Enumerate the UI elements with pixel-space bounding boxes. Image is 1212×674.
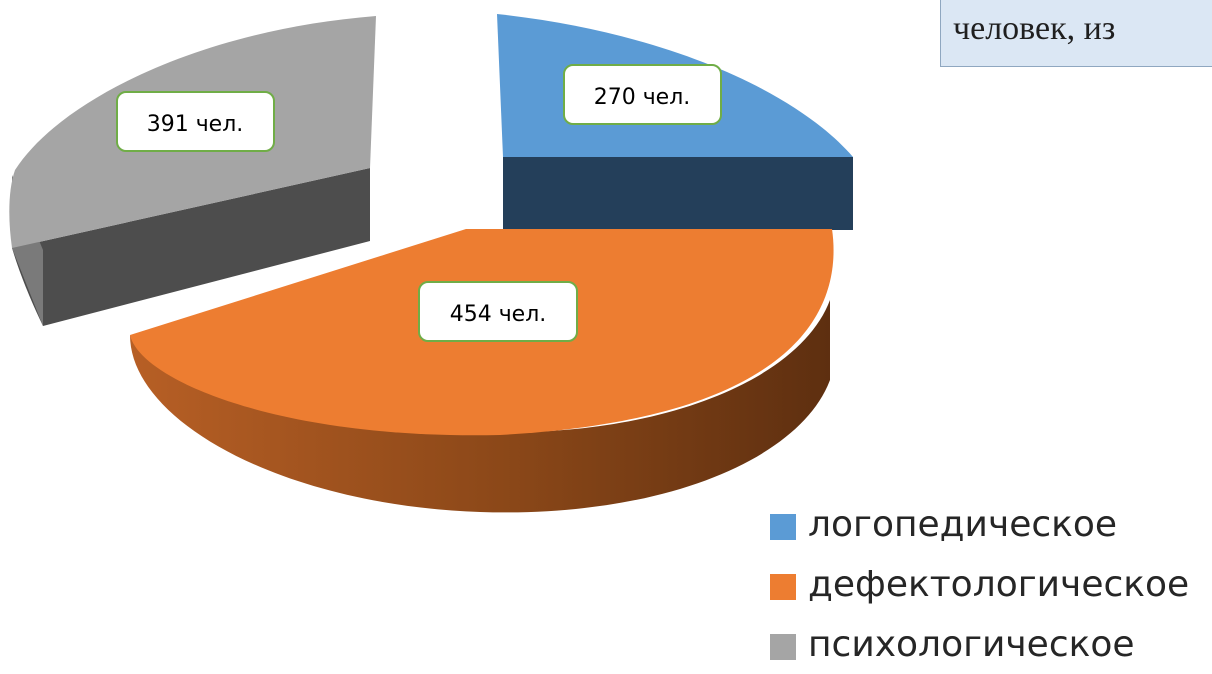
pie-slice-logopedic-side [503, 157, 853, 230]
data-label-logopedic: 270 чел. [563, 64, 722, 125]
data-label-logopedic-text: 270 чел. [594, 85, 691, 110]
title-box: человек, из [940, 0, 1212, 67]
pie-slice-defectological-side [130, 300, 830, 513]
data-label-defectological-text: 454 чел. [450, 302, 547, 327]
pie-slice-psychological-side [12, 168, 370, 326]
legend-label-logopedic: логопедическое [808, 504, 1118, 545]
title-text: человек, из [953, 10, 1116, 47]
data-label-psychological: 391 чел. [116, 91, 275, 152]
legend-swatch-psychological [770, 634, 796, 660]
legend-label-defectological: дефектологическое [808, 564, 1190, 605]
data-label-psychological-text: 391 чел. [147, 112, 244, 137]
legend-swatch-logopedic [770, 514, 796, 540]
legend-swatch-defectological [770, 574, 796, 600]
data-label-defectological: 454 чел. [418, 281, 578, 342]
legend-label-psychological: психологическое [808, 624, 1135, 665]
